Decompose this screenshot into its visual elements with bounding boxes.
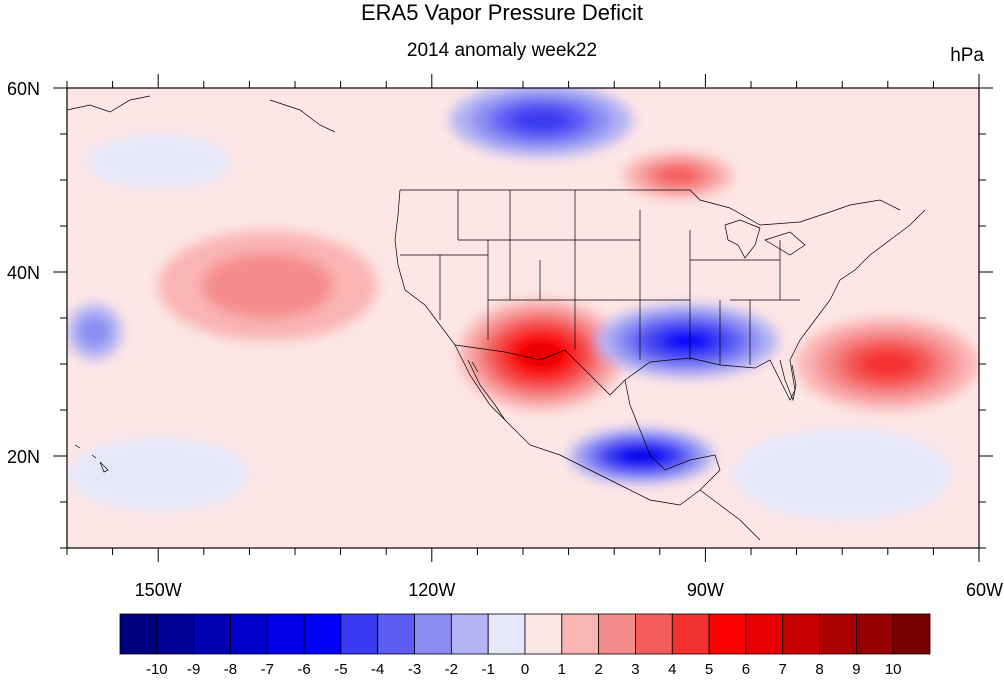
colorbar-swatch: [782, 613, 820, 655]
colorbar-swatch: [450, 613, 489, 655]
colorbar-swatch: [855, 613, 894, 655]
colorbar-label: -8: [224, 661, 237, 678]
y-tick-label: 40N: [7, 263, 40, 283]
colorbar-label: -9: [187, 661, 200, 678]
y-tick-label: 60N: [7, 79, 40, 99]
colorbar-label: 5: [705, 661, 713, 678]
x-tick-label: 90W: [687, 580, 724, 600]
colorbar-label: 2: [594, 661, 602, 678]
anomaly-region-7-level-2: [77, 315, 111, 349]
country-state-borders: [67, 95, 926, 541]
map-subtitle: 2014 anomaly week22: [406, 40, 598, 61]
colorbar-label: -2: [445, 661, 458, 678]
colorbar-swatch: [561, 613, 600, 655]
colorbar-label: -4: [371, 661, 384, 678]
anomaly-region-0-level-4: [510, 107, 572, 133]
colorbar-swatch: [193, 613, 231, 655]
colorbar-swatch: [230, 613, 268, 655]
colorbar-label: 6: [742, 661, 750, 678]
anomaly-region-5-level-6: [624, 449, 659, 463]
colorbar-label: 1: [558, 661, 566, 678]
colorbar-swatch: [892, 613, 931, 655]
colorbar-swatch: [340, 613, 379, 655]
anomaly-region-2-level-2: [201, 252, 334, 319]
anomaly-region-6-level-4: [857, 348, 919, 380]
y-tick-label: 20N: [7, 447, 40, 467]
anomaly-region-3-level-6: [522, 342, 561, 368]
weak-negative-band-2: [85, 134, 232, 190]
colorbar-swatch: [598, 613, 636, 655]
x-tick-label: 60W: [966, 580, 1003, 600]
colorbar-label: 3: [631, 661, 639, 678]
colorbar-label: 9: [852, 661, 860, 678]
x-tick-label: 120W: [408, 580, 455, 600]
colorbar-swatch: [745, 613, 784, 655]
colorbar-label: -7: [261, 661, 274, 678]
colorbar-swatch: [156, 613, 195, 655]
colorbar-swatch: [819, 613, 857, 655]
colorbar-label: -3: [408, 661, 421, 678]
weak-negative-band-1: [732, 428, 952, 521]
colorbar-swatch: [377, 613, 415, 655]
colorbar-label: -6: [297, 661, 310, 678]
colorbar-label: -5: [334, 661, 347, 678]
colorbar-swatch: [524, 613, 563, 655]
colorbar-swatch: [266, 613, 305, 655]
colorbar-label: 7: [779, 661, 787, 678]
map-title: ERA5 Vapor Pressure Deficit: [360, 0, 644, 25]
units-label: hPa: [950, 45, 984, 66]
colorbar-label: -10: [146, 661, 168, 678]
colorbar-label: 4: [668, 661, 676, 678]
colorbar: -10 -9 -8 -7 -6 -5 -4 -3 -2 -1 0 1 2 3 4 5 6 7 8 9 10: [119, 613, 931, 678]
colorbar-swatch: [708, 613, 747, 655]
colorbar-label: -1: [482, 661, 495, 678]
colorbar-label: 8: [815, 661, 823, 678]
weak-negative-band-0: [67, 437, 250, 512]
colorbar-swatch: [119, 613, 158, 655]
x-tick-label: 150W: [135, 580, 182, 600]
anomaly-field: [67, 88, 979, 548]
colorbar-label: 10: [885, 661, 902, 678]
colorbar-swatch: [414, 613, 452, 655]
colorbar-swatch: [303, 613, 342, 655]
colorbar-label: 0: [521, 661, 529, 678]
colorbar-swatch: [635, 613, 673, 655]
axis-ticks: 150W 120W 90W 60W 60N 40N 20N: [7, 74, 1003, 600]
anomaly-region-1-level-3: [654, 165, 702, 186]
colorbar-swatch: [671, 613, 710, 655]
colorbar-swatch: [487, 613, 526, 655]
anomaly-region-4-level-5: [662, 330, 713, 352]
